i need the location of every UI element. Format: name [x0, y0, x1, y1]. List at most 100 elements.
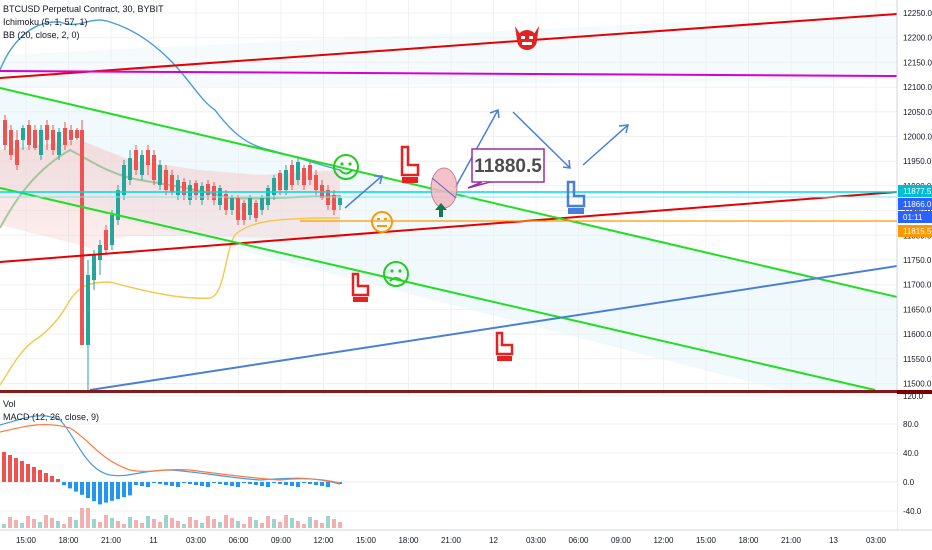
- macd-hist-bar: [194, 482, 198, 485]
- ichimoku-legend[interactable]: Ichimoku (5, 1, 57, 1): [3, 17, 88, 27]
- macd-tick-label: 80.0: [903, 420, 919, 429]
- macd-hist-bar: [212, 482, 216, 483]
- candle: [296, 162, 300, 180]
- volume-bar: [104, 515, 108, 528]
- macd-hist-bar: [98, 482, 102, 505]
- macd-hist-bar: [110, 482, 114, 501]
- time-tick-label: 15:00: [356, 536, 377, 545]
- macd-hist-bar: [140, 482, 144, 486]
- candle: [27, 125, 31, 145]
- volume-bar: [164, 515, 168, 528]
- candle: [51, 130, 55, 150]
- time-tick-label: 03:00: [866, 536, 887, 545]
- macd-tick-label: -40.0: [903, 507, 922, 516]
- macd-hist-bar: [224, 482, 228, 485]
- macd-pane[interactable]: [0, 394, 897, 530]
- price-tick-label: 11950.0: [903, 157, 932, 166]
- macd-histogram: [2, 452, 342, 505]
- macd-hist-bar: [134, 482, 138, 485]
- vol-legend[interactable]: Vol: [3, 399, 16, 409]
- volume-bar: [236, 521, 240, 528]
- time-tick-label: 18:00: [398, 536, 419, 545]
- volume-bar: [50, 518, 54, 528]
- volume-bar: [290, 518, 294, 528]
- volume-bar: [38, 522, 42, 528]
- price-tick-label: 12200.0: [903, 34, 932, 43]
- macd-signal-line: [0, 423, 341, 484]
- macd-hist-bar: [56, 479, 60, 482]
- candle: [134, 150, 138, 170]
- blue-trendline[interactable]: [89, 265, 898, 391]
- candle: [254, 203, 258, 218]
- volume-bar: [134, 520, 138, 528]
- macd-hist-bar: [68, 482, 72, 489]
- time-tick-label: 06:00: [568, 536, 589, 545]
- bb-basis-line: [0, 148, 341, 229]
- macd-hist-bar: [170, 482, 174, 486]
- time-tick-label: 21:00: [441, 536, 462, 545]
- pane-divider[interactable]: [0, 390, 897, 393]
- red-trendline-upper[interactable]: [0, 13, 898, 79]
- volume-bar: [44, 515, 48, 528]
- candle: [308, 165, 312, 180]
- bb-legend[interactable]: BB (20, close, 2, 0): [3, 30, 80, 40]
- time-axis[interactable]: [0, 530, 932, 550]
- candle: [75, 130, 79, 138]
- candle: [338, 198, 342, 205]
- devil-icon: [515, 26, 539, 50]
- volume-bar: [326, 516, 330, 528]
- volume-bar: [320, 523, 324, 528]
- candle: [248, 198, 252, 215]
- candle: [194, 183, 198, 195]
- time-tick-label: 06:00: [228, 536, 249, 545]
- channel-fill: [0, 88, 897, 420]
- volume-bar: [266, 516, 270, 528]
- volume-bar: [98, 522, 102, 528]
- green-trendline-lower[interactable]: [0, 187, 876, 391]
- volume-bar: [116, 521, 120, 528]
- price-callout[interactable]: 11880.5: [467, 148, 545, 189]
- magenta-trendline[interactable]: [0, 70, 898, 77]
- macd-hist-bar: [182, 482, 186, 483]
- time-tick-label: 18:00: [738, 536, 759, 545]
- volume-bar: [128, 517, 132, 528]
- time-tick-label: 15:00: [696, 536, 717, 545]
- volume-bar: [86, 508, 90, 528]
- volume-bar: [278, 522, 282, 528]
- volume-bar: [200, 523, 204, 528]
- time-tick-label: 18:00: [58, 536, 79, 545]
- chart-legend: BTCUSD Perpetual Contract, 30, BYBIT Ich…: [3, 3, 164, 42]
- pointing-hand-icon: [495, 331, 514, 361]
- macd-hist-bar: [14, 458, 18, 482]
- macd-hist-bar: [236, 482, 240, 487]
- volume-bar: [212, 519, 216, 528]
- macd-hist-bar: [314, 482, 318, 485]
- volume-bar: [110, 518, 114, 528]
- macd-hist-bar: [230, 482, 234, 486]
- price-tick-label: 11500.0: [903, 380, 932, 389]
- volume-bar: [272, 519, 276, 528]
- macd-hist-bar: [128, 482, 132, 496]
- candle: [212, 186, 216, 200]
- price-tick-label: 11550.0: [903, 355, 932, 364]
- smiley-happy-icon: [333, 154, 359, 180]
- macd-hist-bar: [176, 482, 180, 487]
- volume-bar: [80, 508, 84, 528]
- macd-hist-bar: [20, 461, 24, 482]
- price-tick-label: 12000.0: [903, 133, 932, 142]
- candle: [272, 178, 276, 195]
- candle: [21, 128, 25, 140]
- pane-divider-axis: [897, 390, 932, 394]
- macd-hist-bar: [302, 482, 306, 483]
- price-tick-label: 11700.0: [903, 281, 932, 290]
- macd-hist-bar: [200, 482, 204, 486]
- symbol-title[interactable]: BTCUSD Perpetual Contract, 30, BYBIT: [3, 4, 164, 14]
- macd-legend[interactable]: MACD (12, 26, close, 9): [3, 412, 100, 422]
- red-trendline-lower[interactable]: [0, 191, 898, 263]
- candle: [152, 155, 156, 180]
- volume-bar: [62, 524, 66, 528]
- macd-tick-label: 40.0: [903, 449, 919, 458]
- macd-hist-bar: [218, 482, 222, 484]
- volume-bar: [260, 523, 264, 528]
